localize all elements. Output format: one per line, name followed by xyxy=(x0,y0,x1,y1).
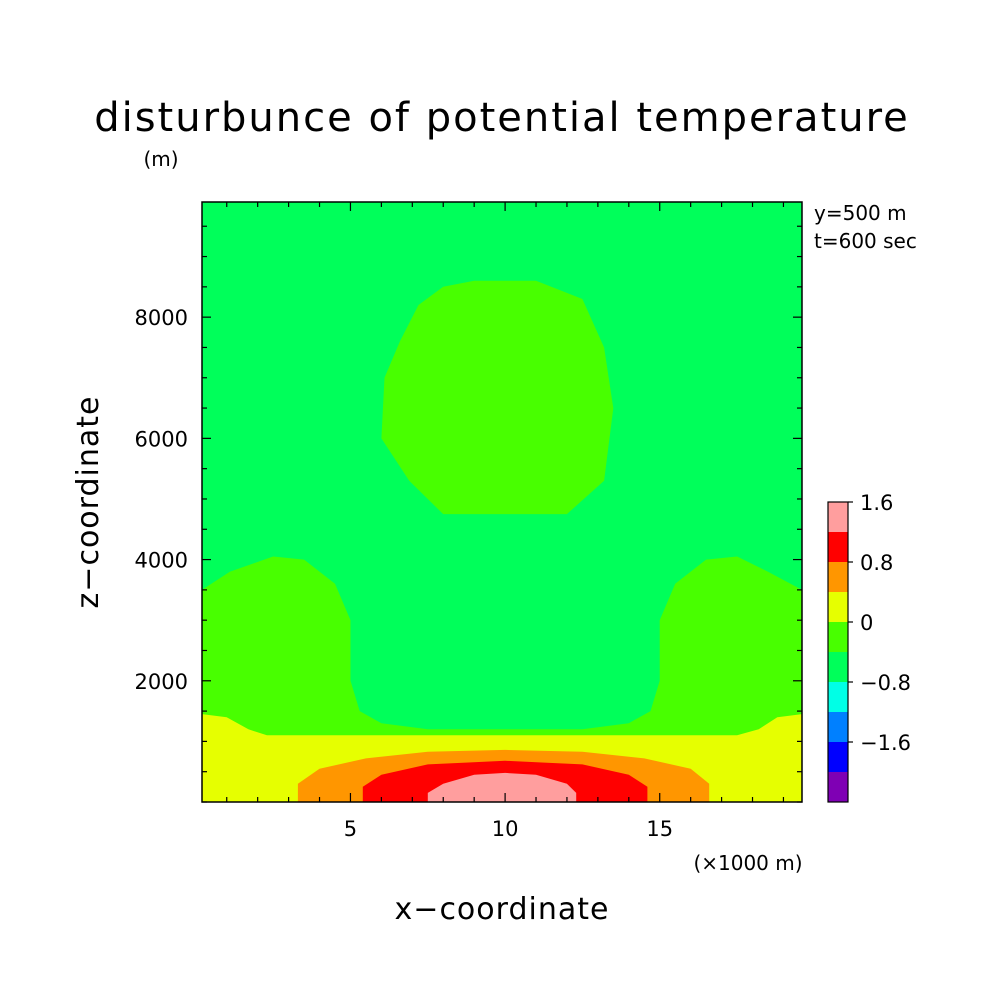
contour-region-5 xyxy=(427,772,577,802)
axes: 5 10 15 2000 4000 6000 8000 xyxy=(135,201,803,841)
colorbar-swatch xyxy=(828,772,848,802)
colorbar-label: 0 xyxy=(860,611,873,635)
contour-region-0 xyxy=(381,280,614,515)
y-tick-label: 8000 xyxy=(135,306,188,330)
contour-region-6 xyxy=(202,794,224,802)
colorbar-swatch xyxy=(828,562,848,592)
annotation-y: y=500 m xyxy=(814,201,907,225)
x-tick-label: 15 xyxy=(646,817,673,841)
colorbar: 1.6 0.8 0 −0.8 −1.6 xyxy=(827,491,911,803)
x-tick-label: 5 xyxy=(344,817,357,841)
colorbar-swatch xyxy=(828,682,848,712)
colorbar-swatch xyxy=(828,712,848,742)
plot-area xyxy=(202,202,802,802)
colorbar-label: 0.8 xyxy=(860,551,893,575)
colorbar-swatch xyxy=(828,532,848,562)
x-axis-label: x−coordinate xyxy=(395,892,610,927)
colorbar-swatch xyxy=(828,592,848,622)
colorbar-label: 1.6 xyxy=(860,491,893,515)
y-tick-label: 4000 xyxy=(135,549,188,573)
y-tick-label: 6000 xyxy=(135,427,188,451)
annotation-t: t=600 sec xyxy=(814,229,917,253)
colorbar-frame xyxy=(827,501,849,803)
colorbar-swatch xyxy=(828,622,848,652)
y-tick-label: 2000 xyxy=(135,670,188,694)
colorbar-label: −1.6 xyxy=(860,731,911,755)
colorbar-swatch xyxy=(828,652,848,682)
colorbar-swatch xyxy=(828,742,848,772)
chart-title: disturbunce of potential temperature xyxy=(94,95,910,141)
colorbar-label: −0.8 xyxy=(860,671,911,695)
y-unit-label: (m) xyxy=(143,147,178,171)
plot-frame xyxy=(201,201,803,803)
x-tick-label: 10 xyxy=(492,817,519,841)
y-axis-label: z−coordinate xyxy=(71,396,106,609)
colorbar-swatch xyxy=(828,502,848,532)
x-unit-label: (×1000 m) xyxy=(693,851,802,875)
contour-region-7 xyxy=(780,794,802,802)
